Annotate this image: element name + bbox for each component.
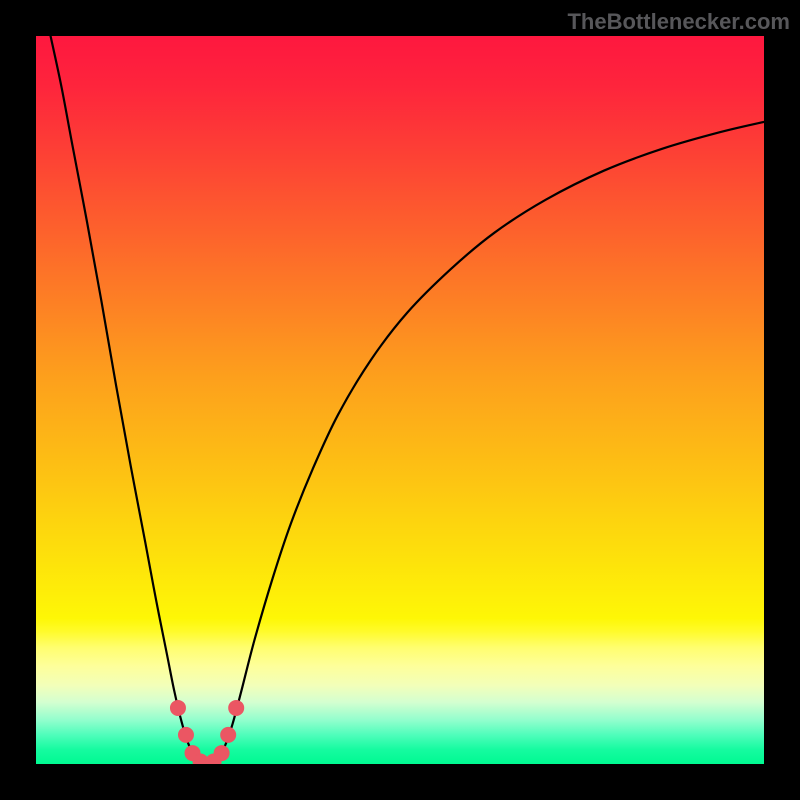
watermark-text: TheBottlenecker.com bbox=[567, 9, 790, 35]
marker-dot bbox=[214, 746, 229, 761]
marker-dot bbox=[221, 727, 236, 742]
bottleneck-curve bbox=[51, 36, 764, 763]
plot-area bbox=[36, 36, 764, 764]
marker-dot bbox=[170, 700, 185, 715]
marker-dot bbox=[178, 727, 193, 742]
chart-container: TheBottlenecker.com bbox=[0, 0, 800, 800]
chart-svg bbox=[36, 36, 764, 764]
marker-dot bbox=[229, 700, 244, 715]
marker-group bbox=[170, 700, 243, 764]
